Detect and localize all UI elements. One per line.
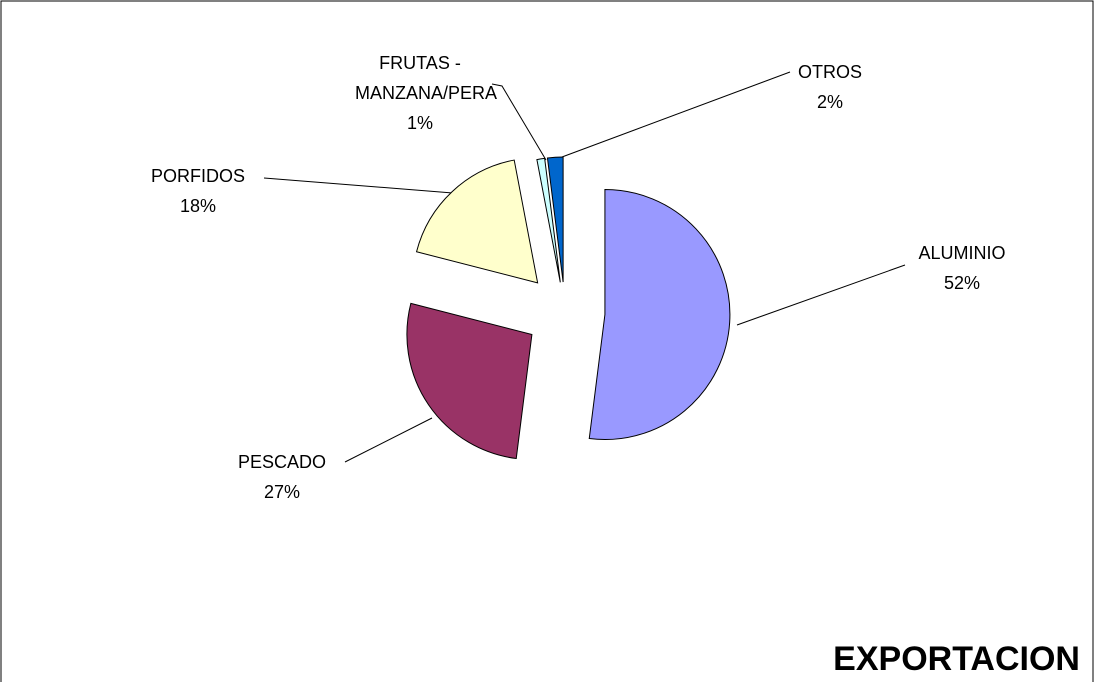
pie-slice — [536, 157, 561, 283]
category-label: PORFIDOS — [150, 166, 245, 186]
leader-line — [344, 417, 433, 463]
leader-line — [736, 264, 906, 326]
pie-slice — [406, 302, 533, 460]
category-label: FRUTAS - MANZANA/PERA — [355, 53, 498, 103]
pie-slice — [588, 189, 731, 440]
value-label: 2% — [816, 92, 843, 112]
category-label: PESCADO — [237, 452, 327, 472]
slice-label: PORFIDOS 18% — [98, 161, 298, 221]
category-label: ALUMINIO — [918, 243, 1006, 263]
value-label: 1% — [406, 113, 433, 133]
value-label: 52% — [943, 273, 981, 293]
category-label: OTROS — [797, 62, 862, 82]
leader-line — [561, 71, 791, 158]
slice-label: PESCADO 27% — [182, 447, 382, 507]
pie-slice — [415, 159, 539, 284]
slice-label: OTROS 2% — [730, 57, 930, 117]
slice-label: ALUMINIO 52% — [862, 238, 1062, 298]
value-label: 27% — [263, 482, 301, 502]
pie-slice — [546, 156, 564, 283]
value-label: 18% — [179, 196, 217, 216]
chart-title: EXPORTACION — [833, 640, 1080, 678]
slices — [406, 156, 731, 460]
slice-label: FRUTAS - MANZANA/PERA 1% — [355, 48, 498, 138]
leader-line — [491, 83, 547, 161]
